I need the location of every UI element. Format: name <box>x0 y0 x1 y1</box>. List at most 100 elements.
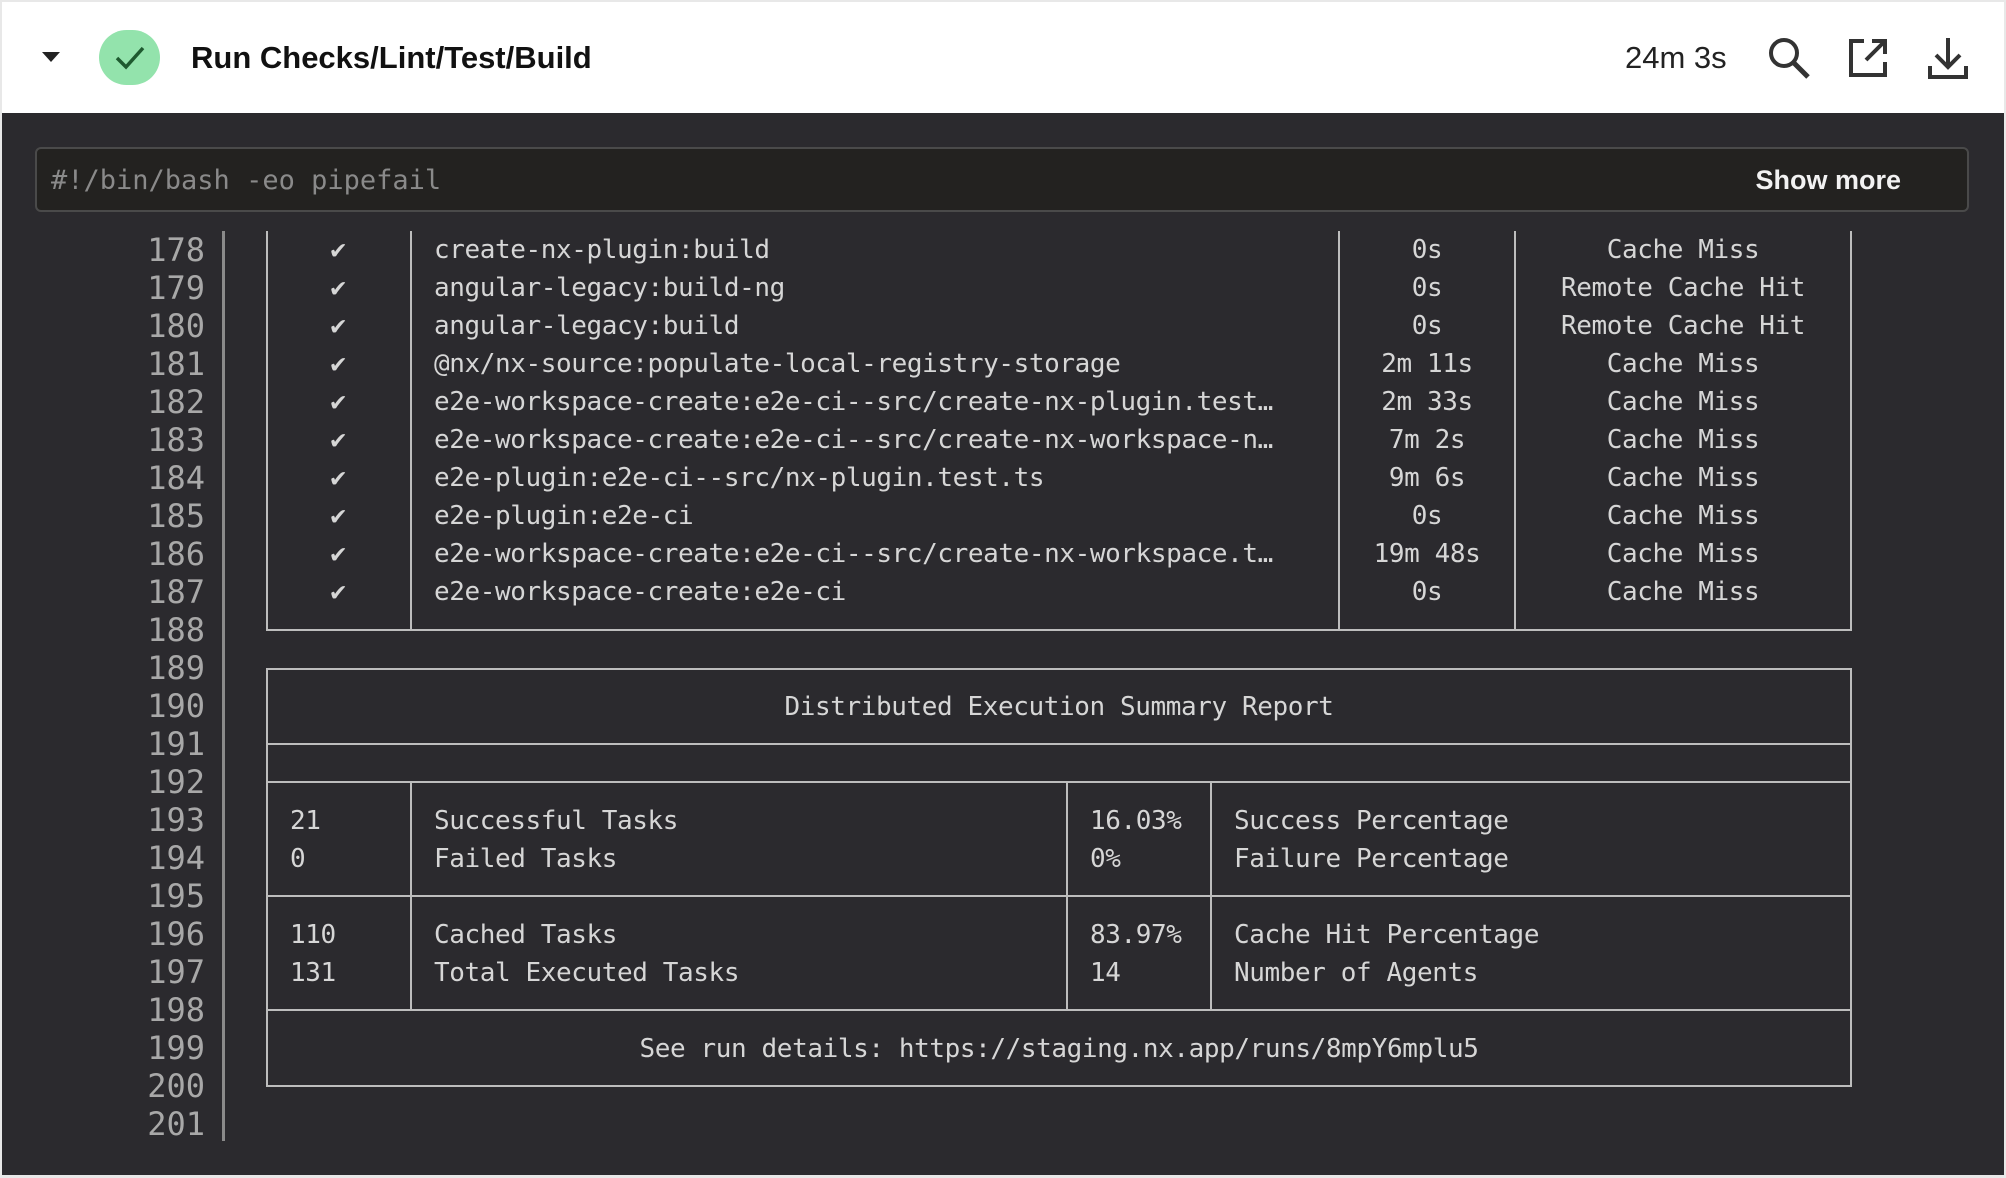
task-duration: 9m 6s <box>1388 463 1466 493</box>
summary-count: 0 <box>290 844 306 874</box>
summary-value: 0% <box>1090 844 1121 874</box>
run-details-link[interactable]: See run details: https://staging.nx.app/… <box>639 1034 1479 1064</box>
task-cache-status: Cache Miss <box>1606 235 1760 265</box>
log-output <box>2 113 2004 1175</box>
task-duration: 0s <box>1411 273 1443 303</box>
task-check-icon: ✔ <box>330 425 346 455</box>
summary-divider <box>1210 781 1212 1011</box>
job-header: Run Checks/Lint/Test/Build 24m 3s <box>2 2 2004 113</box>
line-number: 199 <box>147 1029 205 1067</box>
task-cache-status: Cache Miss <box>1606 349 1760 379</box>
task-check-icon: ✔ <box>330 349 346 379</box>
job-duration: 24m 3s <box>1625 40 1727 75</box>
line-number: 186 <box>147 535 205 573</box>
task-check-icon: ✔ <box>330 501 346 531</box>
line-number: 197 <box>147 953 205 991</box>
task-check-icon: ✔ <box>330 273 346 303</box>
task-check-icon: ✔ <box>330 539 346 569</box>
line-number: 183 <box>147 421 205 459</box>
task-duration: 0s <box>1411 577 1443 607</box>
summary-count: 131 <box>290 958 336 988</box>
task-name: @nx/nx-source:populate-local-registry-st… <box>434 349 1121 379</box>
line-number: 188 <box>147 611 205 649</box>
line-number: 193 <box>147 801 205 839</box>
task-duration: 2m 11s <box>1381 349 1473 379</box>
summary-label: Total Executed Tasks <box>434 958 740 988</box>
summary-divider <box>266 895 1852 897</box>
task-cache-status: Cache Miss <box>1606 501 1760 531</box>
task-check-icon: ✔ <box>330 311 346 341</box>
task-name: e2e-workspace-create:e2e-ci--src/create-… <box>434 425 1273 455</box>
task-cache-status: Cache Miss <box>1606 425 1760 455</box>
task-name: angular-legacy:build-ng <box>434 273 785 303</box>
summary-value-label: Failure Percentage <box>1234 844 1509 874</box>
caret-down-icon[interactable] <box>42 52 60 62</box>
summary-divider <box>410 781 412 1011</box>
line-number: 200 <box>147 1067 205 1105</box>
summary-table <box>266 668 1852 1087</box>
task-duration: 0s <box>1411 311 1443 341</box>
task-name: e2e-plugin:e2e-ci--src/nx-plugin.test.ts <box>434 463 1045 493</box>
task-cache-status: Remote Cache Hit <box>1560 311 1806 341</box>
line-number: 187 <box>147 573 205 611</box>
task-duration: 2m 33s <box>1381 387 1473 417</box>
line-number: 179 <box>147 269 205 307</box>
summary-value: 83.97% <box>1090 920 1182 950</box>
line-number: 182 <box>147 383 205 421</box>
job-title: Run Checks/Lint/Test/Build <box>191 40 592 75</box>
summary-title: Distributed Execution Summary Report <box>784 692 1334 722</box>
summary-divider <box>266 743 1852 745</box>
line-number: 191 <box>147 725 205 763</box>
task-cache-status: Cache Miss <box>1606 463 1760 493</box>
task-check-icon: ✔ <box>330 235 346 265</box>
task-name: e2e-workspace-create:e2e-ci <box>434 577 846 607</box>
gutter-divider <box>222 231 225 1141</box>
summary-value-label: Success Percentage <box>1234 806 1509 836</box>
summary-count: 21 <box>290 806 321 836</box>
line-number: 192 <box>147 763 205 801</box>
task-check-icon: ✔ <box>330 387 346 417</box>
command-text: #!/bin/bash -eo pipefail <box>51 165 442 196</box>
line-number: 185 <box>147 497 205 535</box>
success-status-icon <box>99 30 160 85</box>
line-number: 181 <box>147 345 205 383</box>
task-duration: 0s <box>1411 501 1443 531</box>
summary-value: 16.03% <box>1090 806 1182 836</box>
show-more-button[interactable]: Show more <box>1755 165 1901 195</box>
summary-label: Cached Tasks <box>434 920 618 950</box>
table-divider <box>1338 231 1340 629</box>
line-number: 196 <box>147 915 205 953</box>
summary-divider <box>1066 781 1068 1011</box>
summary-divider <box>266 1009 1852 1011</box>
task-name: create-nx-plugin:build <box>434 235 770 265</box>
table-divider <box>1514 231 1516 629</box>
task-duration: 0s <box>1411 235 1443 265</box>
line-number: 194 <box>147 839 205 877</box>
summary-divider <box>266 781 1852 783</box>
task-duration: 7m 2s <box>1388 425 1466 455</box>
task-name: e2e-workspace-create:e2e-ci--src/create-… <box>434 539 1273 569</box>
line-number: 184 <box>147 459 205 497</box>
table-divider <box>410 231 412 629</box>
external-link-icon[interactable] <box>1844 34 1892 82</box>
summary-label: Successful Tasks <box>434 806 679 836</box>
task-cache-status: Cache Miss <box>1606 577 1760 607</box>
task-check-icon: ✔ <box>330 463 346 493</box>
task-cache-status: Remote Cache Hit <box>1560 273 1806 303</box>
task-name: e2e-plugin:e2e-ci <box>434 501 694 531</box>
line-number: 201 <box>147 1105 205 1143</box>
line-number: 198 <box>147 991 205 1029</box>
task-name: angular-legacy:build <box>434 311 740 341</box>
line-number: 178 <box>147 231 205 269</box>
task-cache-status: Cache Miss <box>1606 387 1760 417</box>
search-icon[interactable] <box>1765 34 1813 82</box>
summary-value: 14 <box>1090 958 1121 988</box>
line-number: 180 <box>147 307 205 345</box>
line-number: 189 <box>147 649 205 687</box>
task-duration: 19m 48s <box>1373 539 1481 569</box>
command-box: #!/bin/bash -eo pipefail Show more <box>35 147 1969 212</box>
line-number: 190 <box>147 687 205 725</box>
summary-value-label: Number of Agents <box>1234 958 1479 988</box>
download-icon[interactable] <box>1924 34 1972 82</box>
check-icon <box>115 46 144 70</box>
